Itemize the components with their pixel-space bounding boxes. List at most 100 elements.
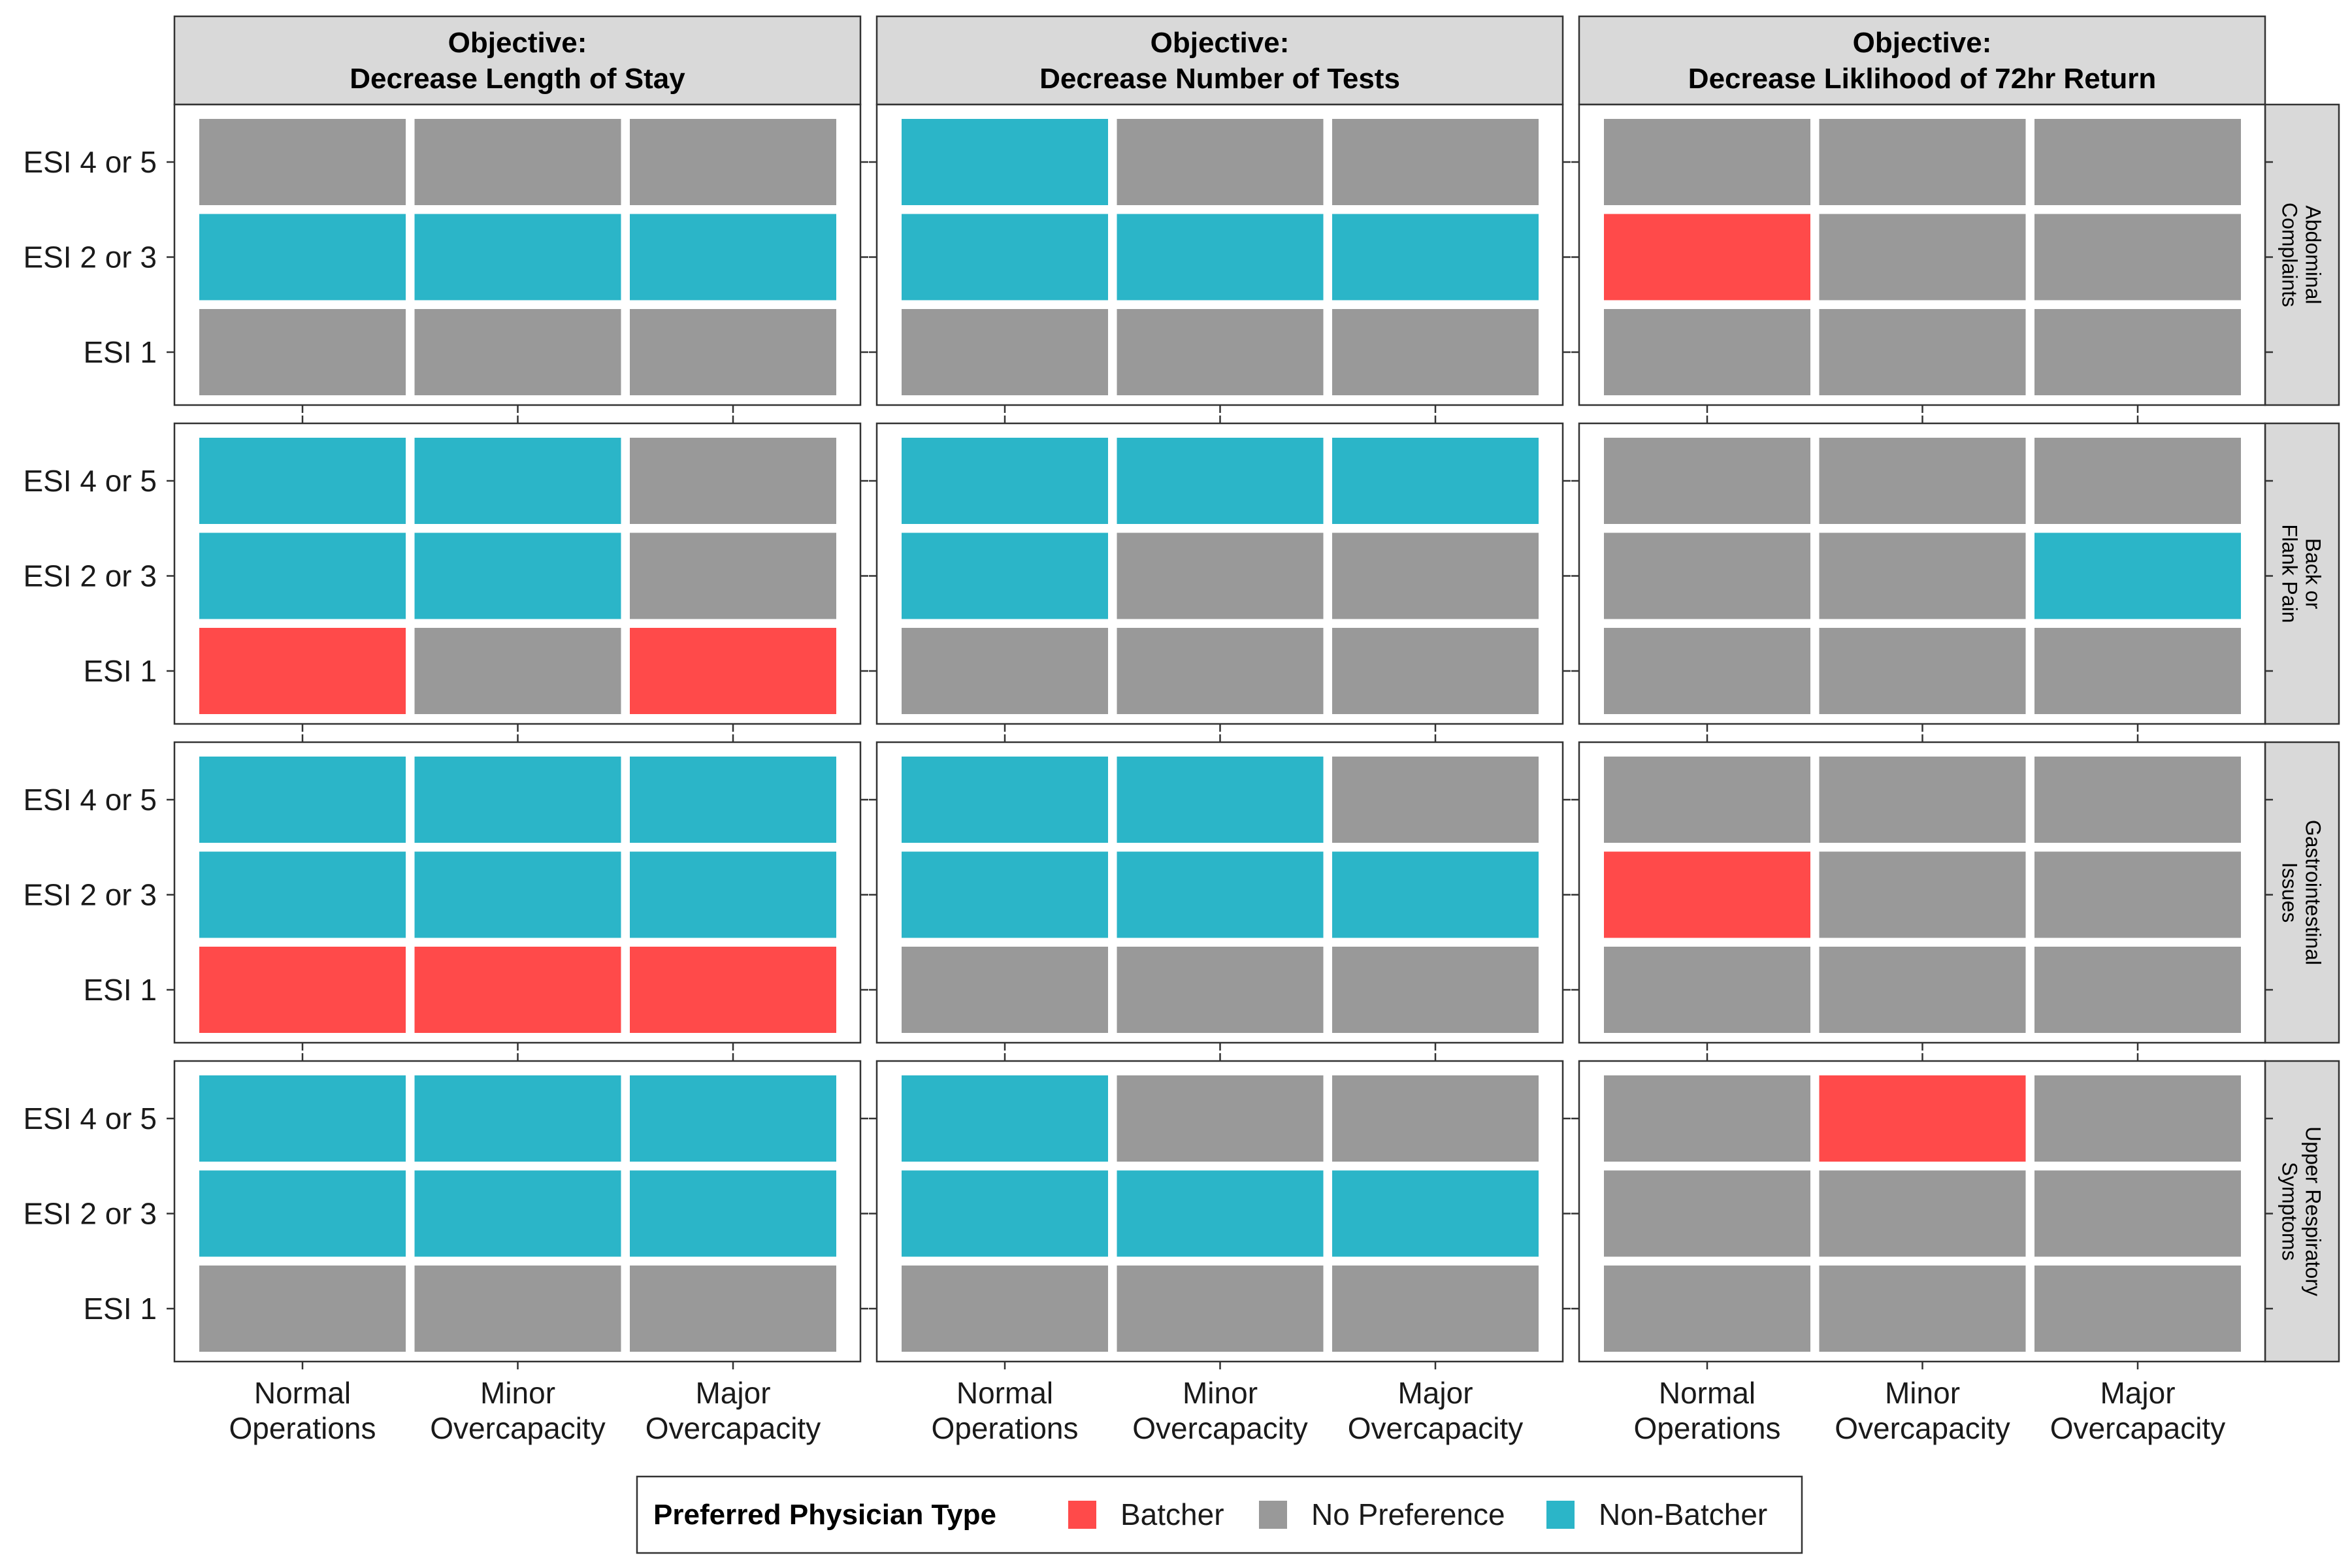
y-tick-label: ESI 2 or 3 (23, 559, 157, 593)
row-strip-title-2-line2: Flank Pain (2278, 524, 2302, 623)
cell-r3-c2-y3-x2 (1117, 947, 1324, 1033)
y-tick-label: ESI 4 or 5 (23, 464, 157, 498)
cell-r2-c2-y3-x3 (1332, 628, 1539, 714)
x-tick-label-line2: Operations (931, 1411, 1078, 1445)
y-tick-label: ESI 1 (83, 654, 157, 688)
cell-r2-c1-y1-x1 (199, 438, 406, 524)
legend-label-no-preference: No Preference (1311, 1497, 1505, 1531)
col-strip-title-3-line1: Objective: (1853, 27, 1992, 59)
cell-r4-c1-y1-x2 (414, 1075, 621, 1162)
cell-r2-c1-y2-x3 (630, 532, 836, 619)
row-strip-title-1-line1: Abdominal (2302, 205, 2325, 304)
cell-r1-c3-y3-x3 (2034, 309, 2241, 395)
cell-r1-c2-y3-x3 (1332, 309, 1539, 395)
cell-r1-c2-y1-x1 (902, 119, 1108, 205)
cell-r2-c1-y3-x3 (630, 628, 836, 714)
cell-r3-c1-y2-x2 (414, 851, 621, 938)
legend-label-batcher: Batcher (1120, 1497, 1224, 1531)
cell-r1-c1-y3-x1 (199, 309, 406, 395)
col-strip-title-2-line1: Objective: (1151, 27, 1290, 59)
cell-r4-c2-y1-x3 (1332, 1075, 1539, 1162)
cell-r3-c3-y2-x1 (1604, 851, 1810, 938)
cell-r4-c1-y3-x3 (630, 1266, 836, 1352)
cell-r1-c1-y1-x1 (199, 119, 406, 205)
cell-r4-c2-y1-x1 (902, 1075, 1108, 1162)
cell-r2-c1-y1-x3 (630, 438, 836, 524)
cell-r2-c2-y1-x3 (1332, 438, 1539, 524)
cell-r3-c1-y1-x2 (414, 757, 621, 843)
y-tick-label: ESI 2 or 3 (23, 878, 157, 912)
cell-r4-c3-y3-x1 (1604, 1266, 1810, 1352)
row-strip-title-2-line1: Back or (2302, 538, 2325, 610)
cell-r2-c3-y3-x2 (1819, 628, 2026, 714)
x-tick-label-line2: Operations (1633, 1411, 1780, 1445)
cell-r4-c2-y2-x3 (1332, 1170, 1539, 1257)
cell-r1-c3-y1-x1 (1604, 119, 1810, 205)
cell-r3-c2-y1-x2 (1117, 757, 1324, 843)
cell-r1-c2-y2-x2 (1117, 214, 1324, 301)
cell-r4-c2-y3-x2 (1117, 1266, 1324, 1352)
legend-key-batcher (1068, 1501, 1096, 1529)
row-strip-title-1-line2: Complaints (2278, 203, 2302, 307)
col-strip-3 (1578, 15, 2266, 106)
cell-r1-c2-y2-x1 (902, 214, 1108, 301)
row-strip-3 (2264, 741, 2340, 1044)
x-tick-label-line2: Operations (229, 1411, 376, 1445)
cell-r3-c2-y1-x1 (902, 757, 1108, 843)
cell-r2-c2-y2-x1 (902, 532, 1108, 619)
row-strip-title-3-line2: Issues (2278, 862, 2302, 923)
cell-r3-c3-y2-x3 (2034, 851, 2241, 938)
x-tick-label-line1: Major (2100, 1376, 2175, 1410)
cell-r3-c2-y2-x2 (1117, 851, 1324, 938)
y-tick-label: ESI 4 or 5 (23, 145, 157, 179)
row-strip-2 (2264, 422, 2340, 725)
cell-r4-c1-y2-x2 (414, 1170, 621, 1257)
cell-r2-c3-y3-x1 (1604, 628, 1810, 714)
cell-r2-c2-y3-x2 (1117, 628, 1324, 714)
cell-r3-c2-y2-x1 (902, 851, 1108, 938)
y-tick-label: ESI 2 or 3 (23, 1197, 157, 1231)
x-tick-label-line2: Overcapacity (2050, 1411, 2225, 1445)
cell-r4-c3-y3-x2 (1819, 1266, 2026, 1352)
y-tick-label: ESI 1 (83, 1292, 157, 1326)
cell-r2-c1-y2-x1 (199, 532, 406, 619)
col-strip-title-1-line1: Objective: (448, 27, 587, 59)
cell-r4-c3-y1-x2 (1819, 1075, 2026, 1162)
cell-r1-c2-y1-x3 (1332, 119, 1539, 205)
row-strip-title-4-line1: Upper Respiratory (2302, 1126, 2325, 1296)
cell-r1-c2-y3-x2 (1117, 309, 1324, 395)
legend-box (636, 1475, 1803, 1554)
cell-r2-c3-y2-x1 (1604, 532, 1810, 619)
cell-r2-c3-y1-x2 (1819, 438, 2026, 524)
cell-r3-c1-y3-x2 (414, 947, 621, 1033)
cell-r3-c1-y2-x3 (630, 851, 836, 938)
x-tick-label-line1: Major (695, 1376, 770, 1410)
cell-r3-c3-y3-x2 (1819, 947, 2026, 1033)
x-tick-label-line1: Minor (1885, 1376, 1960, 1410)
cell-r1-c1-y3-x3 (630, 309, 836, 395)
cell-r3-c3-y1-x3 (2034, 757, 2241, 843)
cell-r4-c3-y1-x1 (1604, 1075, 1810, 1162)
cell-r4-c2-y2-x1 (902, 1170, 1108, 1257)
cell-r2-c2-y2-x2 (1117, 532, 1324, 619)
cell-r2-c3-y1-x3 (2034, 438, 2241, 524)
cell-r3-c1-y1-x1 (199, 757, 406, 843)
cell-r2-c3-y3-x3 (2034, 628, 2241, 714)
x-tick-label-line1: Minor (1183, 1376, 1258, 1410)
cell-r1-c3-y3-x1 (1604, 309, 1810, 395)
cell-r3-c1-y1-x3 (630, 757, 836, 843)
cell-r4-c2-y2-x2 (1117, 1170, 1324, 1257)
cell-r1-c3-y2-x2 (1819, 214, 2026, 301)
cell-r2-c3-y1-x1 (1604, 438, 1810, 524)
cell-r3-c2-y1-x3 (1332, 757, 1539, 843)
cell-r4-c3-y2-x3 (2034, 1170, 2241, 1257)
cell-r2-c1-y1-x2 (414, 438, 621, 524)
x-tick-label-line1: Normal (1659, 1376, 1756, 1410)
cell-r1-c1-y3-x2 (414, 309, 621, 395)
cell-r4-c1-y3-x1 (199, 1266, 406, 1352)
cell-r3-c3-y3-x1 (1604, 947, 1810, 1033)
cell-r1-c1-y2-x2 (414, 214, 621, 301)
cell-r3-c1-y3-x3 (630, 947, 836, 1033)
cell-r1-c3-y2-x1 (1604, 214, 1810, 301)
cell-r1-c3-y1-x3 (2034, 119, 2241, 205)
